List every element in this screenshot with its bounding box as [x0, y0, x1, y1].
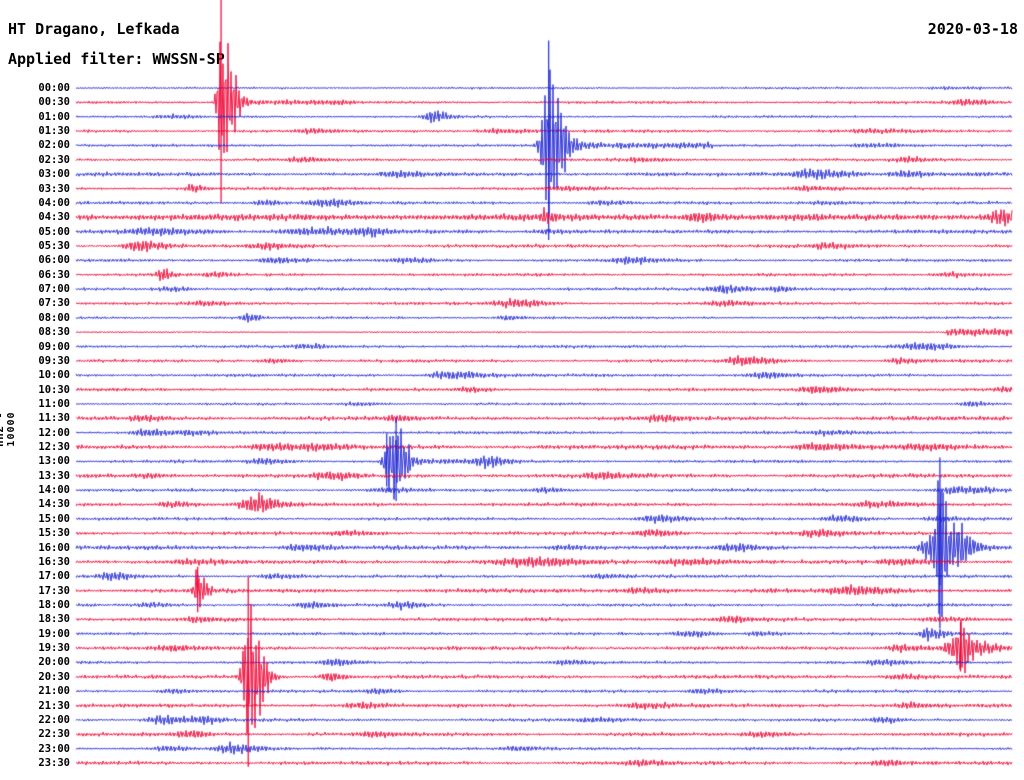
seismogram-canvas [0, 0, 1024, 780]
helicorder-page: HT Dragano, Lefkada Applied filter: WWSS… [0, 0, 1024, 780]
